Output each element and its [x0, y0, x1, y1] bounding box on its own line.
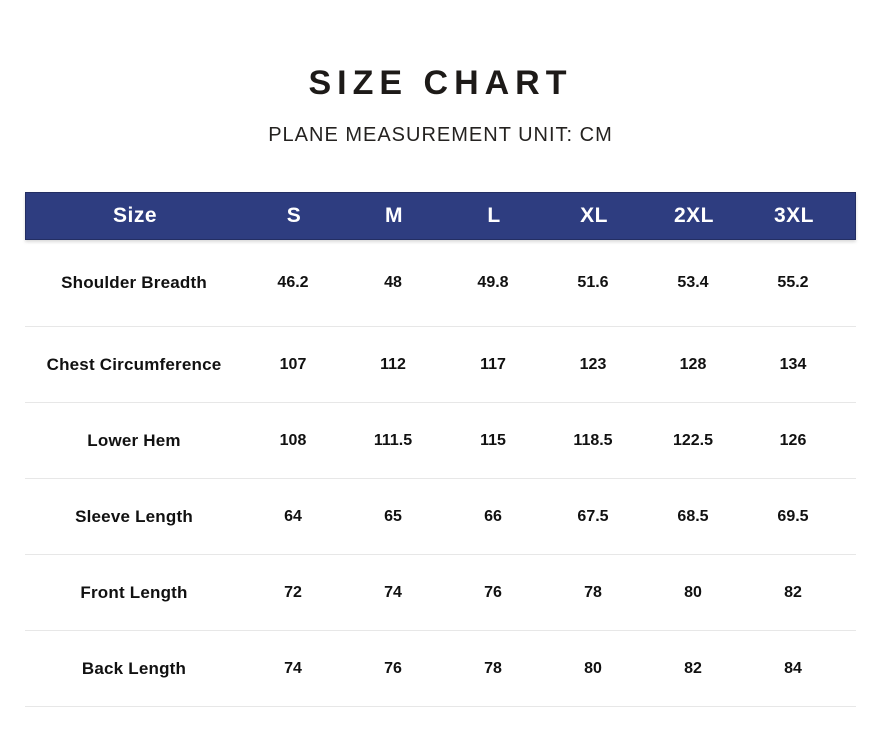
- cell-value: 46.2: [277, 274, 309, 291]
- cell-value: 107: [279, 355, 307, 373]
- cell-value: 123: [579, 355, 607, 373]
- cell-value: 53.4: [677, 274, 709, 291]
- header-cell-l: L: [487, 204, 501, 227]
- cell-value: 76: [484, 583, 502, 601]
- cell-value: 126: [779, 431, 807, 449]
- size-chart-table: Size S M L XL 2XL 3XL Shoulder Breadth 46.2 48 49…: [25, 192, 856, 707]
- header-cell-s: S: [286, 204, 302, 227]
- cell-value: 51.6: [577, 274, 609, 291]
- cell-value: 82: [684, 659, 702, 677]
- row-label: Front Length: [80, 582, 188, 602]
- row-label: Chest Circumference: [46, 354, 222, 374]
- row-label: Shoulder Breadth: [61, 273, 207, 292]
- table-row: Lower Hem 108 111.5 115 118.5 122.5 126: [25, 403, 856, 479]
- cell-value: 80: [684, 583, 702, 601]
- cell-value: 49.8: [477, 274, 509, 291]
- cell-value: 78: [584, 583, 602, 601]
- cell-value: 68.5: [677, 507, 709, 525]
- cell-value: 65: [384, 507, 402, 525]
- cell-value: 80: [584, 659, 602, 677]
- header-cell-3xl: 3XL: [773, 204, 814, 227]
- header-cell-2xl: 2XL: [673, 204, 714, 227]
- header-cell-size: Size: [112, 204, 158, 227]
- cell-value: 78: [484, 659, 502, 677]
- cell-value: 122.5: [672, 431, 714, 449]
- cell-value: 48: [384, 274, 402, 291]
- cell-value: 118.5: [573, 431, 613, 449]
- cell-value: 112: [380, 355, 406, 373]
- row-label: Back Length: [81, 658, 187, 678]
- cell-value: 115: [480, 431, 506, 449]
- cell-value: 74: [284, 659, 302, 677]
- cell-value: 84: [784, 659, 802, 677]
- row-label: Lower Hem: [87, 430, 181, 450]
- cell-value: 128: [679, 355, 707, 373]
- header-cell-xl: XL: [580, 204, 608, 227]
- cell-value: 76: [384, 659, 402, 677]
- cell-value: 134: [779, 355, 807, 373]
- table-row: Chest Circumference 107 112 117 123 128 134: [25, 327, 856, 403]
- page-subtitle: PLANE MEASUREMENT UNIT: CM: [268, 124, 613, 146]
- table-row: Sleeve Length 64 65 66 67.5 68.5 69.5: [25, 479, 856, 555]
- cell-value: 64: [284, 507, 302, 525]
- table-row: Shoulder Breadth 46.2 48 49.8 51.6 53.4 55.2: [25, 240, 856, 327]
- cell-value: 117: [480, 355, 506, 373]
- cell-value: 66: [484, 507, 502, 525]
- cell-value: 72: [284, 583, 302, 601]
- cell-value: 67.5: [577, 507, 609, 525]
- table-row: Front Length 72 74 76 78 80 82: [25, 555, 856, 631]
- cell-value: 82: [784, 583, 802, 601]
- cell-value: 108: [279, 431, 307, 449]
- cell-value: 69.5: [777, 507, 809, 525]
- header-cell-m: M: [385, 204, 403, 227]
- table-header-row: Size S M L XL 2XL 3XL: [25, 192, 856, 240]
- page-title: SIZE CHART: [308, 64, 573, 102]
- cell-value: 111.5: [373, 431, 413, 449]
- cell-value: 55.2: [777, 274, 809, 291]
- cell-value: 74: [384, 583, 402, 601]
- table-body: Shoulder Breadth 46.2 48 49.8 51.6 53.4 55.2 Ch…: [25, 240, 856, 707]
- table-row: Back Length 74 76 78 80 82 84: [25, 631, 856, 707]
- row-label: Sleeve Length: [75, 506, 193, 526]
